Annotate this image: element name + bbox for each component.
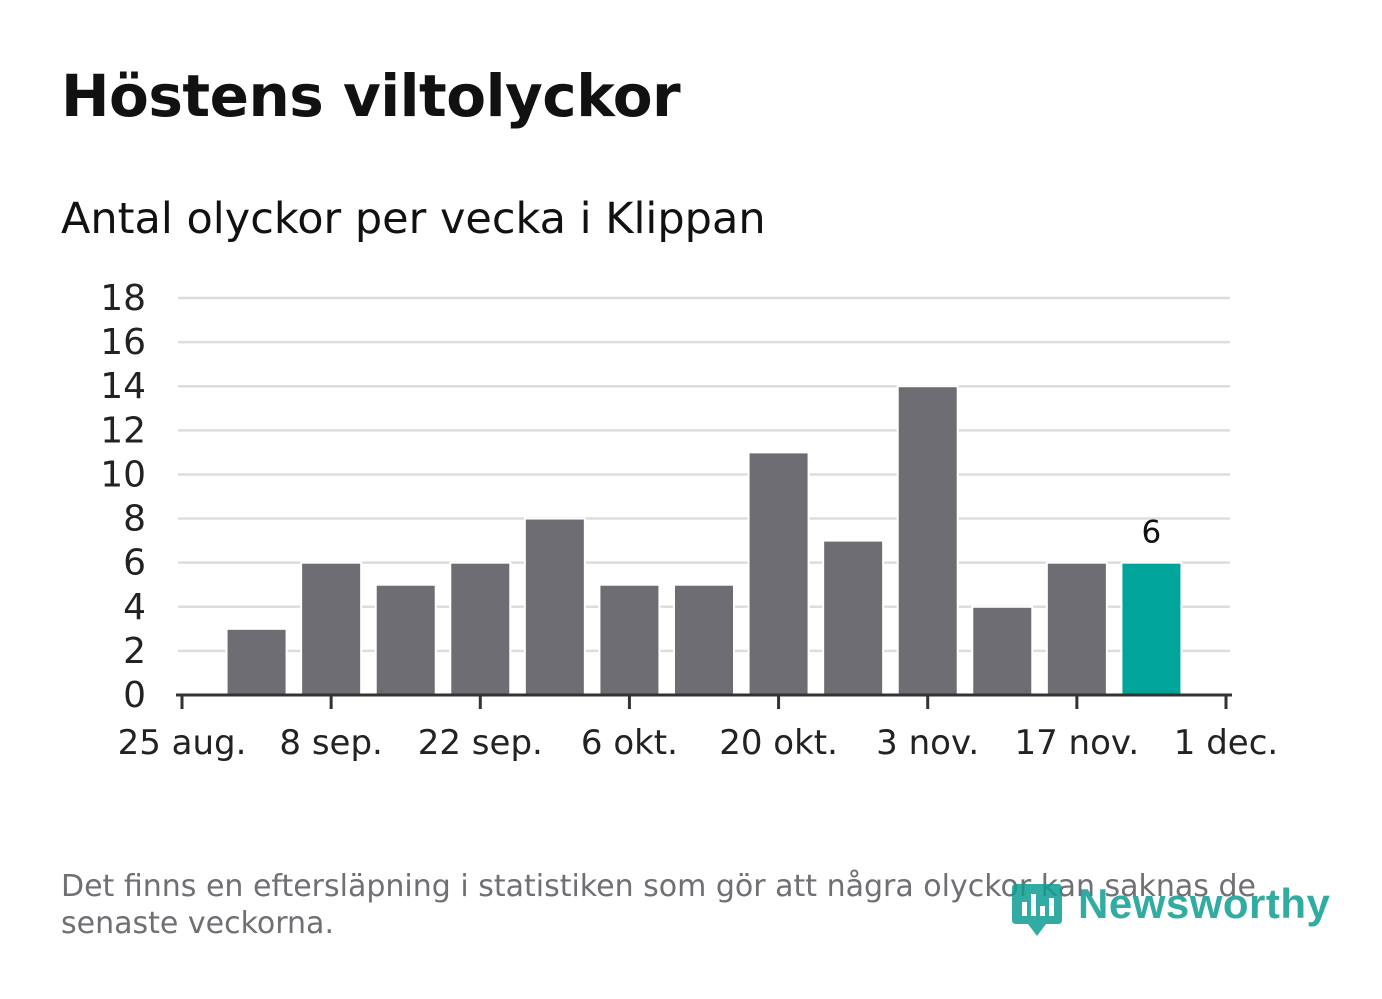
bars bbox=[225, 385, 1183, 697]
y-tick-label: 8 bbox=[123, 499, 146, 540]
chart-subtitle: Antal olyckor per vecka i Klippan bbox=[61, 194, 766, 244]
bar bbox=[523, 517, 586, 696]
y-tick-label: 4 bbox=[123, 587, 146, 628]
x-tick-label: 25 aug. bbox=[118, 723, 247, 763]
brand-logo: Newsworthy bbox=[1010, 876, 1330, 940]
data-label-highlight: 6 bbox=[1142, 515, 1162, 551]
x-axis-ticks: 25 aug. 8 sep. 22 sep. 6 okt. 20 okt. 3 nov. 1… bbox=[118, 695, 1278, 763]
x-tick-label: 22 sep. bbox=[418, 723, 543, 763]
y-tick-label: 18 bbox=[100, 278, 146, 319]
x-tick-label: 6 okt. bbox=[581, 723, 678, 763]
y-tick-label: 10 bbox=[100, 454, 146, 495]
bar bbox=[1045, 561, 1108, 697]
bar bbox=[971, 605, 1034, 696]
x-tick-label: 20 okt. bbox=[719, 723, 838, 763]
x-tick-label: 17 nov. bbox=[1014, 723, 1139, 763]
bar bbox=[300, 561, 363, 697]
x-tick-label: 8 sep. bbox=[279, 723, 382, 763]
bar bbox=[822, 539, 885, 696]
bar bbox=[225, 627, 288, 696]
x-tick-label: 3 nov. bbox=[876, 723, 979, 763]
x-tick-label: 1 dec. bbox=[1174, 723, 1278, 763]
bar bbox=[374, 583, 437, 697]
bar bbox=[449, 561, 512, 697]
bar bbox=[598, 583, 661, 697]
y-tick-label: 14 bbox=[100, 366, 146, 407]
chart-title: Höstens viltolyckor bbox=[61, 62, 681, 130]
y-tick-label: 6 bbox=[123, 543, 146, 584]
bar-highlight bbox=[1120, 561, 1183, 697]
brand-name: Newsworthy bbox=[1078, 880, 1331, 927]
y-tick-label: 2 bbox=[123, 631, 146, 672]
bar bbox=[747, 451, 810, 696]
gridlines bbox=[178, 296, 1230, 653]
y-tick-label: 0 bbox=[123, 675, 146, 716]
newsworthy-logo-icon bbox=[1012, 884, 1062, 936]
bar bbox=[673, 583, 735, 697]
bar bbox=[896, 385, 959, 696]
y-tick-label: 12 bbox=[100, 410, 146, 451]
data-labels: 6 bbox=[1142, 515, 1162, 551]
y-tick-label: 16 bbox=[100, 322, 146, 363]
